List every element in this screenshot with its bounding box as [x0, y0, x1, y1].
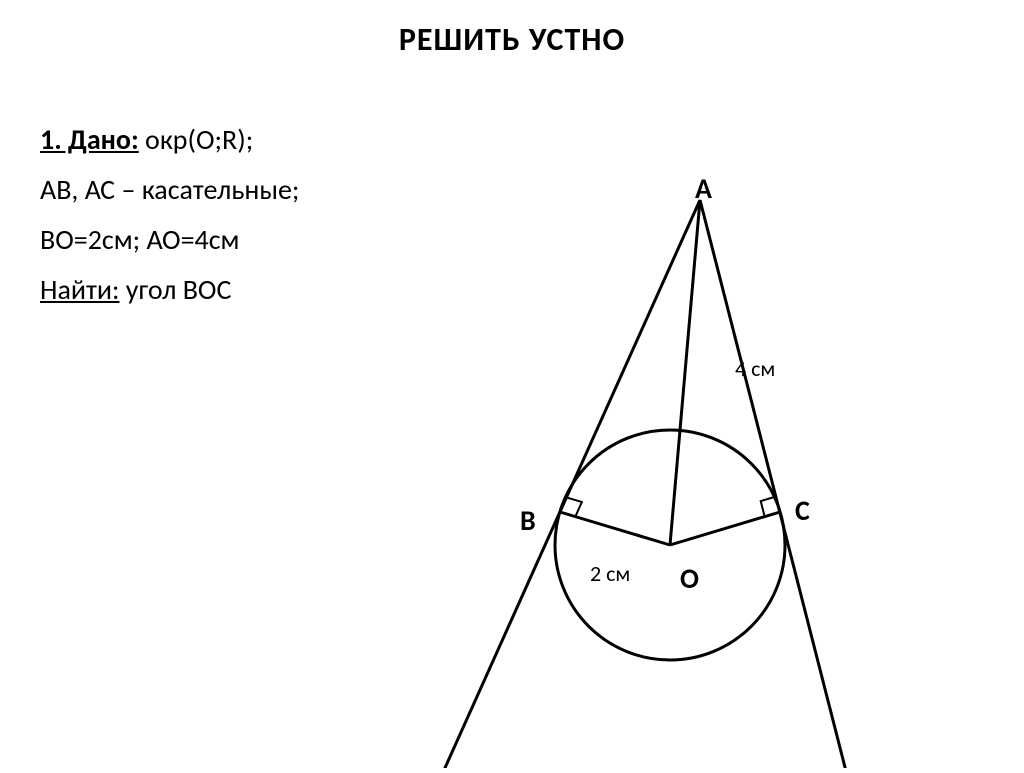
geometry-svg: [0, 0, 1024, 768]
measure-bo: 2 см: [590, 560, 630, 587]
measure-ao: 4 см: [735, 355, 775, 382]
point-label-a: A: [695, 171, 712, 206]
page: РЕШИТЬ УСТНО 1. Дано: окр(O;R); АВ, АС –…: [0, 0, 1024, 768]
point-label-o: O: [680, 561, 699, 596]
point-label-b: B: [520, 503, 536, 538]
point-label-c: C: [795, 493, 810, 528]
diagram-container: [0, 0, 1024, 768]
